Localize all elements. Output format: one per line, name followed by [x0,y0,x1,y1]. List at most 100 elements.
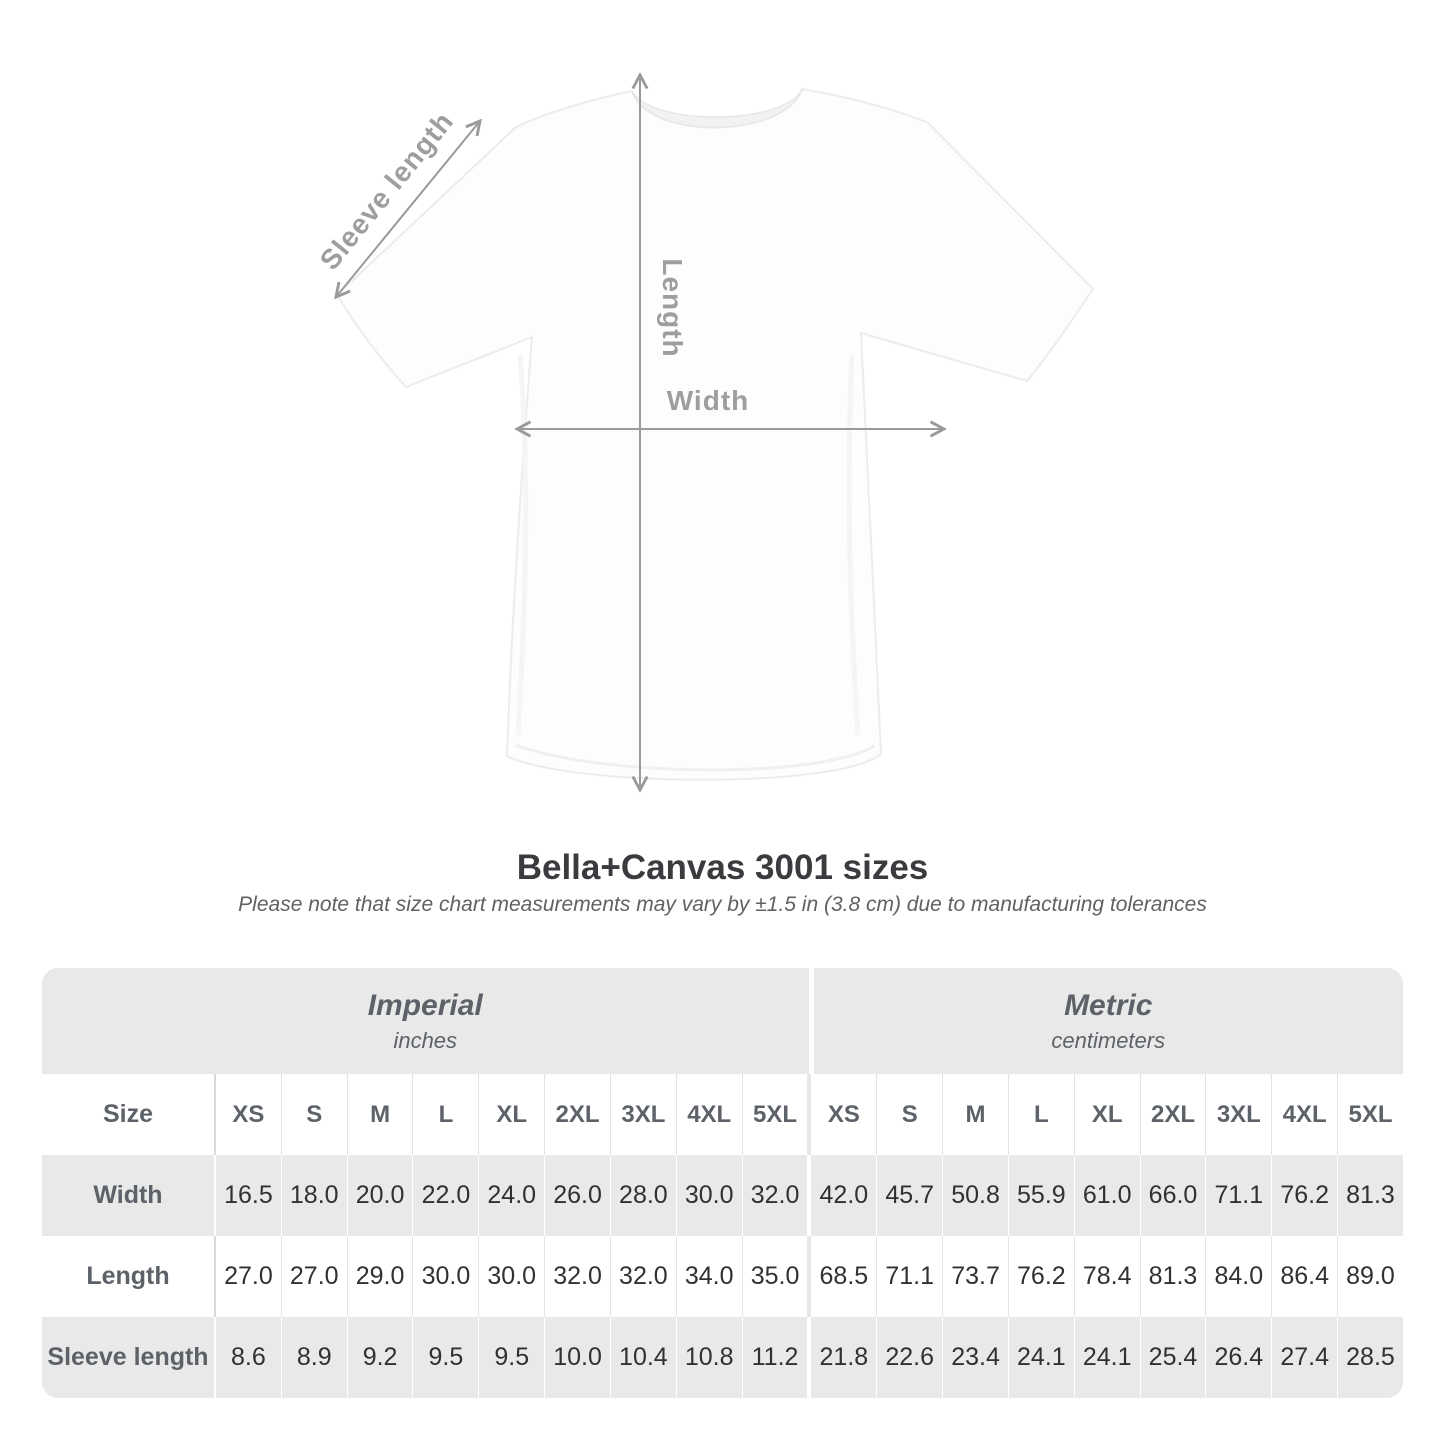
width-label: Width [666,385,750,416]
metric-header-unit: centimeters [1051,1027,1166,1053]
size-header-row: Size XS S M L XL 2XL 3XL 4XL 5XL XS S M … [42,1074,1403,1155]
measurement-cell: 25.4 [1139,1317,1206,1398]
measurement-cell: 76.2 [1007,1236,1074,1317]
col-header: 5XL [1337,1074,1403,1155]
measurement-cell: 78.4 [1073,1236,1140,1317]
measurement-cell: 61.0 [1073,1155,1140,1236]
measurement-cell: 34.0 [675,1236,742,1317]
measurement-cell: 27.0 [214,1236,281,1317]
measurement-cell: 76.2 [1271,1155,1337,1236]
col-header: 4XL [1271,1074,1337,1155]
hem-shadow [515,743,875,772]
measurement-cell: 24.1 [1007,1317,1074,1398]
measurement-cell: 26.0 [544,1155,610,1236]
col-header: 4XL [675,1074,742,1155]
measurement-cell: 32.0 [544,1236,610,1317]
measurement-cell: 81.3 [1337,1155,1403,1236]
tshirt-image [280,55,1095,825]
col-header: M [346,1074,413,1155]
measurement-cell: 27.4 [1271,1317,1337,1398]
fabric-fold [846,354,861,736]
measurement-cell: 81.3 [1139,1236,1206,1317]
col-header: 2XL [544,1074,610,1155]
col-header: 2XL [1139,1074,1206,1155]
imperial-header-unit: inches [393,1027,458,1053]
length-row: Length 27.0 27.0 29.0 30.0 30.0 32.0 32.… [42,1236,1403,1317]
measurement-cell: 50.8 [942,1155,1008,1236]
measurement-cell: 45.7 [876,1155,942,1236]
measurement-cell: 86.4 [1271,1236,1337,1317]
measurement-cell: 10.8 [675,1317,742,1398]
measurement-cell: 30.0 [412,1236,478,1317]
measurement-cell: 21.8 [807,1317,876,1398]
measurement-cell: 20.0 [346,1155,413,1236]
measurement-cell: 9.5 [412,1317,478,1398]
measurement-cell: 28.0 [609,1155,676,1236]
col-header: XL [1073,1074,1140,1155]
col-header: S [280,1074,347,1155]
unit-header-row: Imperial inches Metric centimeters [42,968,1403,1074]
measurement-cell: 28.5 [1337,1317,1403,1398]
col-header: L [1007,1074,1074,1155]
imperial-header: Imperial inches [42,968,809,1074]
tshirt-silhouette [335,87,1095,781]
measurement-cell: 11.2 [741,1317,808,1398]
measurement-cell: 22.6 [876,1317,942,1398]
measurement-cell: 23.4 [942,1317,1008,1398]
measurement-cell: 71.1 [1205,1155,1271,1236]
measurement-cell: 16.5 [214,1155,281,1236]
tolerance-note: Please note that size chart measurements… [238,893,1207,916]
sleeve-length-row: Sleeve length 8.6 8.9 9.2 9.5 9.5 10.0 1… [42,1317,1403,1398]
size-chart-table: Imperial inches Metric centimeters Size … [42,968,1403,1398]
measurement-cell: 89.0 [1337,1236,1403,1317]
col-header: 3XL [609,1074,676,1155]
measurement-cell: 18.0 [280,1155,347,1236]
measurement-cell: 10.4 [609,1317,676,1398]
measurement-cell: 24.0 [478,1155,544,1236]
col-header: XL [478,1074,544,1155]
measurement-cell: 32.0 [741,1155,808,1236]
page-title: Bella+Canvas 3001 sizes [516,848,929,887]
row-label: Sleeve length [47,1343,209,1371]
row-label: Width [93,1181,163,1209]
col-header: M [942,1074,1008,1155]
col-header: 3XL [1205,1074,1271,1155]
row-label: Length [86,1262,170,1290]
measurement-cell: 71.1 [876,1236,942,1317]
length-label: Length [657,258,688,358]
col-header: 5XL [741,1074,808,1155]
col-header: XS [807,1074,876,1155]
measurement-cell: 84.0 [1205,1236,1271,1317]
measurement-cell: 30.0 [675,1155,742,1236]
measurement-cell: 10.0 [544,1317,610,1398]
measurement-cell: 8.6 [214,1317,281,1398]
size-column-label: Size [102,1100,154,1128]
width-row: Width 16.5 18.0 20.0 22.0 24.0 26.0 28.0… [42,1155,1403,1236]
measurement-cell: 9.5 [478,1317,544,1398]
col-header: S [876,1074,942,1155]
measurement-cell: 32.0 [609,1236,676,1317]
measurement-cell: 30.0 [478,1236,544,1317]
imperial-header-label: Imperial [367,988,483,1022]
measurement-cell: 24.1 [1073,1317,1140,1398]
measurement-cell: 29.0 [346,1236,413,1317]
measurement-cell: 35.0 [741,1236,808,1317]
measurement-cell: 68.5 [807,1236,876,1317]
measurement-cell: 9.2 [346,1317,413,1398]
metric-header: Metric centimeters [813,968,1403,1074]
measurement-cell: 27.0 [280,1236,347,1317]
sleeve-length-arrow [336,121,480,297]
measurement-cell: 73.7 [942,1236,1008,1317]
metric-header-label: Metric [1064,988,1153,1022]
measurement-cell: 8.9 [280,1317,347,1398]
measurement-cell: 66.0 [1139,1155,1206,1236]
measurement-cell: 42.0 [807,1155,876,1236]
measurement-cell: 55.9 [1007,1155,1074,1236]
measurement-cell: 22.0 [412,1155,478,1236]
tshirt-measurement-diagram: Sleeve length Length Width [280,55,1160,825]
collar [631,88,803,129]
fabric-fold [515,354,529,736]
col-header: L [412,1074,478,1155]
col-header: XS [214,1074,281,1155]
measurement-cell: 26.4 [1205,1317,1271,1398]
